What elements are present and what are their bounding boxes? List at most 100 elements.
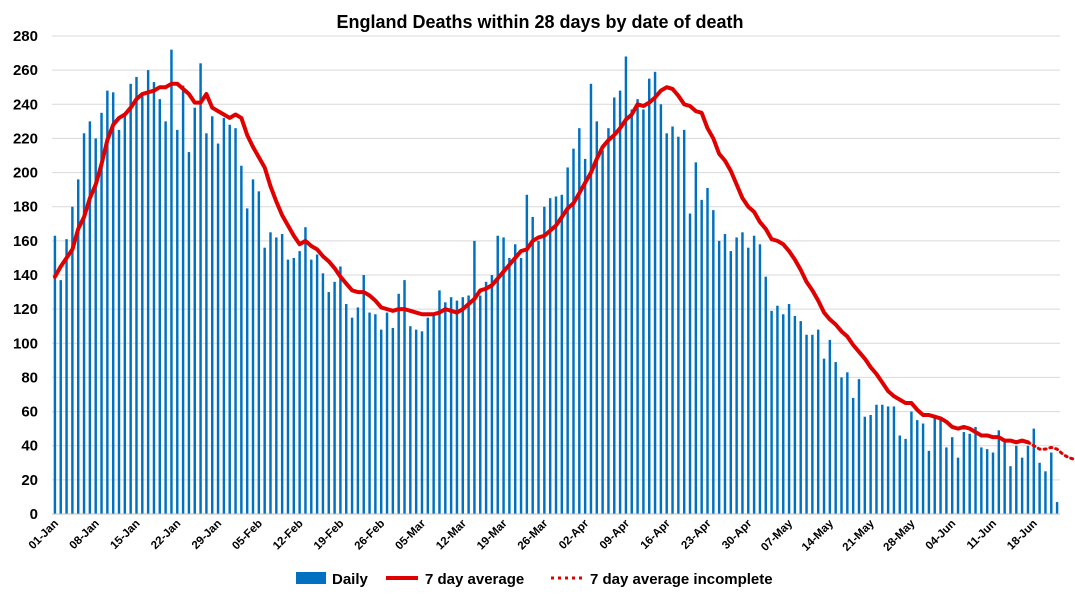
bar-daily <box>519 257 523 514</box>
bar-daily <box>176 129 179 514</box>
bar-daily <box>700 199 703 514</box>
bar-daily <box>484 281 488 514</box>
chart-title: England Deaths within 28 days by date of… <box>336 12 743 32</box>
x-tick-label: 05-Feb <box>230 518 265 553</box>
bar-daily <box>100 112 103 514</box>
bar-daily <box>129 83 132 515</box>
bar-daily <box>601 150 604 514</box>
y-tick-label: 0 <box>30 506 38 523</box>
x-tick-label: 19-Mar <box>475 517 510 552</box>
bar-daily <box>723 234 727 514</box>
bar-daily <box>263 247 266 514</box>
bar-daily <box>927 450 931 514</box>
bar-daily <box>327 292 330 514</box>
bar-daily <box>257 191 261 514</box>
y-tick-label: 180 <box>13 199 38 216</box>
x-tick-label: 26-Feb <box>353 518 388 553</box>
bar-daily <box>94 138 97 514</box>
bar-daily <box>630 109 633 514</box>
y-tick-label: 280 <box>13 28 38 45</box>
x-tick-label: 12-Feb <box>271 518 306 553</box>
bar-daily <box>426 317 430 514</box>
bar-daily <box>77 179 80 514</box>
y-tick-label: 40 <box>21 438 38 455</box>
y-tick-label: 240 <box>13 96 38 113</box>
bar-daily <box>211 116 214 515</box>
bar-daily <box>496 235 499 515</box>
bar-daily <box>851 397 855 514</box>
bar-daily <box>432 315 435 514</box>
x-tick-label: 02-Apr <box>557 517 592 552</box>
bar-daily <box>985 449 989 514</box>
bar-daily <box>444 302 447 514</box>
bar-daily <box>665 133 668 514</box>
bar-daily <box>752 235 756 515</box>
bar-daily <box>910 411 913 514</box>
bar-daily <box>799 321 802 514</box>
bar-daily <box>181 85 185 514</box>
legend-label-incomplete: 7 day average incomplete <box>590 571 773 588</box>
bar-daily <box>735 237 738 514</box>
bar-daily <box>892 406 896 514</box>
bar-daily <box>980 447 983 514</box>
bar-daily <box>595 121 599 515</box>
legend-label-average: 7 day average <box>425 571 524 588</box>
bar-daily <box>65 239 68 514</box>
bar-daily <box>1050 452 1053 514</box>
bar-daily <box>863 416 867 514</box>
bar-daily <box>636 99 639 514</box>
bar-daily <box>111 92 115 514</box>
bar-daily <box>881 404 884 514</box>
bar-daily <box>152 82 156 514</box>
bar-daily <box>397 293 400 514</box>
bar-daily <box>950 437 954 514</box>
bar-daily <box>269 232 272 514</box>
bar-daily <box>624 56 628 515</box>
y-tick-label: 60 <box>21 404 38 421</box>
bar-daily <box>671 126 674 514</box>
bar-daily <box>170 49 173 514</box>
x-tick-label: 08-Jan <box>68 518 102 552</box>
bar-daily <box>106 90 109 514</box>
x-tick-label: 15-Jan <box>108 518 142 552</box>
bar-daily <box>141 95 144 514</box>
bar-daily <box>59 280 62 514</box>
y-tick-label: 260 <box>13 62 38 79</box>
bar-daily <box>875 404 878 514</box>
bar-daily <box>560 194 564 514</box>
bar-daily <box>694 162 698 514</box>
bar-daily <box>438 290 441 514</box>
x-tick-label: 04-Jun <box>924 518 959 553</box>
x-tick-label: 29-Jan <box>190 518 224 552</box>
bar-daily <box>82 133 86 514</box>
bar-daily <box>945 447 948 514</box>
x-tick-label: 26-Mar <box>516 517 551 552</box>
bar-daily <box>583 158 587 514</box>
y-tick-label: 100 <box>13 335 38 352</box>
bar-daily <box>379 329 383 514</box>
bar-daily <box>298 251 301 514</box>
bar-daily <box>554 196 558 514</box>
bar-daily <box>613 97 616 515</box>
bar-daily <box>840 377 843 514</box>
bar-daily <box>292 257 296 514</box>
legend-label-daily: Daily <box>332 571 369 588</box>
bar-daily <box>339 266 342 514</box>
bar-daily <box>461 297 464 514</box>
bar-daily <box>240 165 243 515</box>
x-tick-label: 07-May <box>759 517 795 553</box>
y-tick-label: 160 <box>13 233 38 250</box>
bar-daily <box>455 300 459 514</box>
x-tick-label: 19-Feb <box>312 518 347 553</box>
bar-daily <box>857 379 861 514</box>
bar-daily <box>345 304 348 514</box>
bar-daily <box>968 433 971 514</box>
bar-daily <box>828 339 832 514</box>
bar-daily <box>1003 442 1006 514</box>
bar-daily <box>315 254 319 514</box>
bar-daily <box>385 312 389 514</box>
bar-daily <box>834 362 837 514</box>
x-tick-label: 18-Jun <box>1005 518 1040 553</box>
bar-daily <box>816 329 820 514</box>
